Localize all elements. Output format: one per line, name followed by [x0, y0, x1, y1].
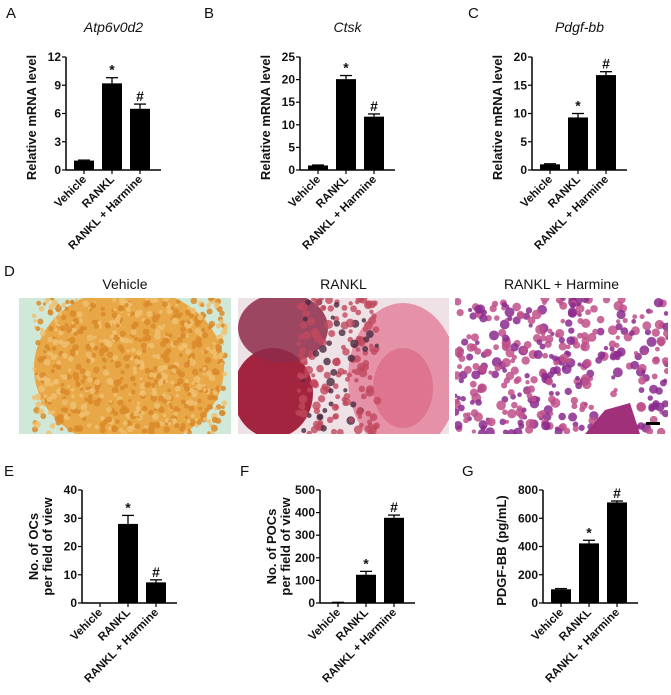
bar-rankl	[579, 543, 599, 603]
significance-mark: *	[363, 555, 369, 571]
y-axis-label: PDGF-BB (pg/mL)	[494, 495, 509, 605]
micrograph-rankl: RANKL	[238, 276, 449, 434]
micrograph-label: Vehicle	[102, 276, 147, 292]
significance-mark: #	[390, 499, 398, 515]
panel-letter: F	[240, 463, 249, 480]
chart-f: F 0 100 200 300 400 500 No. of POCs per field of…	[240, 463, 415, 685]
y-tick-label: 200	[295, 551, 315, 565]
y-tick-label: 300	[295, 528, 315, 542]
bar-vehicle	[551, 589, 571, 603]
significance-mark: #	[370, 98, 378, 114]
y-tick-label: 0	[54, 163, 61, 177]
significance-mark: #	[152, 564, 160, 580]
bar-rankl	[568, 117, 588, 170]
y-tick-label: 100	[295, 573, 315, 587]
y-tick-label: 20	[514, 50, 528, 64]
y-tick-label: 10	[64, 568, 78, 582]
significance-mark: *	[109, 62, 115, 78]
y-axis-label: No. of OCs	[26, 513, 41, 580]
chart-title: Atp6v0d2	[83, 19, 143, 35]
bar-rankl-harmine	[384, 517, 404, 603]
y-tick-label: 25	[282, 50, 296, 64]
panel-letter: E	[4, 463, 14, 480]
micrograph-image	[455, 298, 668, 434]
y-tick-label: 5	[520, 135, 527, 149]
y-tick-label: 6	[54, 107, 61, 121]
y-tick-label: 40	[64, 483, 78, 497]
y-tick-label: 9	[54, 78, 61, 92]
panel-letter: G	[462, 463, 474, 480]
y-tick-label: 30	[64, 511, 78, 525]
y-tick-label: 15	[282, 95, 296, 109]
micrograph-image	[19, 298, 231, 434]
y-tick-label: 10	[282, 118, 296, 132]
y-tick-label: 12	[48, 50, 62, 64]
bar-rankl	[118, 523, 138, 603]
bar-vehicle	[308, 165, 328, 170]
y-tick-label: 20	[64, 540, 78, 554]
y-tick-label: 0	[520, 163, 527, 177]
micrograph-rankl-harmine: RANKL + Harmine	[455, 276, 668, 434]
y-tick-label: 800	[518, 483, 538, 497]
bar-rankl-harmine	[364, 116, 384, 170]
y-axis-label: Relative mRNA level	[24, 55, 39, 180]
panel-letter-d: D	[4, 263, 15, 280]
significance-mark: #	[613, 485, 621, 501]
panel-letter: C	[468, 5, 479, 22]
y-axis-label: per field of view	[40, 496, 55, 595]
bar-vehicle	[540, 164, 560, 170]
bar-rankl	[102, 83, 122, 170]
significance-mark: *	[575, 98, 581, 114]
y-axis-label: Relative mRNA level	[258, 55, 273, 180]
y-tick-label: 3	[54, 135, 61, 149]
y-axis-label: Relative mRNA level	[490, 55, 505, 180]
y-tick-label: 0	[70, 596, 77, 610]
chart-title: Pdgf-bb	[555, 19, 604, 35]
chart-title: Ctsk	[334, 19, 363, 35]
significance-mark: *	[586, 524, 592, 540]
significance-mark: *	[125, 499, 131, 515]
significance-mark: *	[343, 60, 349, 76]
y-tick-label: 600	[518, 511, 538, 525]
micrograph-image	[238, 298, 449, 434]
micrograph-vehicle: Vehicle	[19, 276, 231, 434]
scale-bar	[646, 422, 660, 425]
y-tick-label: 5	[288, 140, 295, 154]
bar-rankl-harmine	[596, 75, 616, 170]
y-tick-label: 0	[531, 596, 538, 610]
bar-rankl-harmine	[130, 108, 150, 170]
micrograph-label: RANKL	[320, 276, 367, 292]
y-tick-label: 500	[295, 483, 315, 497]
micrograph-panel-d: D Vehicle RANKL RANKL + Harmine	[4, 263, 668, 434]
bar-rankl-harmine	[146, 582, 166, 603]
y-axis-label: No. of POCs	[264, 509, 279, 585]
y-tick-label: 20	[282, 73, 296, 87]
bar-rankl	[336, 79, 356, 170]
y-tick-label: 15	[514, 78, 528, 92]
y-tick-label: 400	[518, 540, 538, 554]
y-tick-label: 10	[514, 107, 528, 121]
micrograph-label: RANKL + Harmine	[504, 276, 619, 292]
y-axis-label: per field of view	[278, 496, 293, 595]
bar-rankl	[356, 574, 376, 603]
y-tick-label: 200	[518, 568, 538, 582]
y-tick-label: 0	[308, 596, 315, 610]
panel-letter: A	[6, 5, 16, 22]
significance-mark: #	[136, 88, 144, 104]
y-tick-label: 400	[295, 506, 315, 520]
significance-mark: #	[602, 56, 610, 72]
y-tick-label: 0	[288, 163, 295, 177]
bar-rankl-harmine	[607, 502, 627, 603]
bar-vehicle	[74, 160, 94, 170]
panel-letter: B	[204, 5, 214, 22]
